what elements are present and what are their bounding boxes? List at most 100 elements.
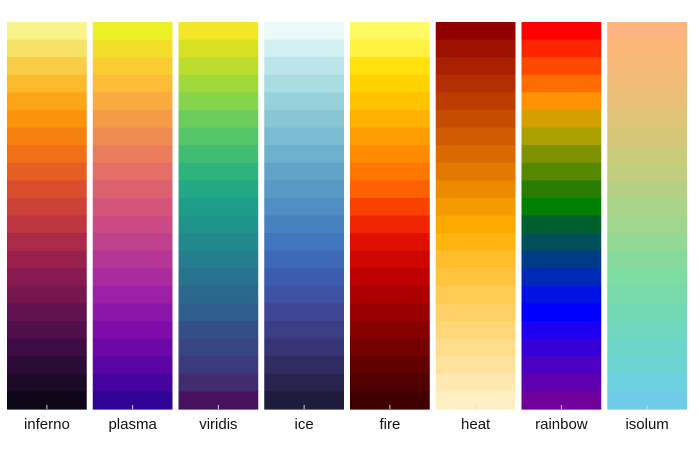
- palette-swatch: [92, 39, 173, 58]
- palette-swatch: [435, 39, 516, 58]
- palette-swatch: [92, 145, 173, 164]
- palette-swatch: [435, 321, 516, 340]
- palette-swatch: [350, 127, 430, 146]
- palette-swatch: [607, 22, 687, 41]
- palette-swatch: [92, 268, 173, 287]
- palette-swatch: [264, 338, 344, 357]
- palette-swatch: [521, 162, 602, 181]
- palette-swatch: [350, 250, 430, 269]
- palette-swatch: [350, 215, 430, 234]
- palette-swatch: [521, 356, 602, 375]
- palette-swatch: [92, 92, 173, 111]
- palette-swatch: [178, 250, 259, 269]
- x-tick-label: rainbow: [535, 416, 588, 433]
- palette-swatch: [264, 22, 344, 41]
- palette-swatch: [92, 197, 173, 217]
- palette-swatch: [92, 285, 173, 305]
- palette-swatch: [350, 74, 430, 93]
- palette-swatch: [92, 303, 173, 322]
- palette-swatch: [350, 338, 430, 357]
- palette-swatch: [92, 57, 173, 76]
- palette-fire: [350, 22, 430, 410]
- palette-swatch: [178, 180, 259, 199]
- palette-swatch: [350, 145, 430, 164]
- palette-swatch: [521, 109, 602, 129]
- palette-swatch: [350, 92, 430, 111]
- palette-swatch: [178, 268, 259, 287]
- palette-bars: [7, 22, 687, 410]
- palette-swatch: [350, 285, 430, 305]
- palette-swatch: [607, 321, 687, 340]
- palette-swatch: [435, 22, 516, 41]
- palette-swatch: [92, 127, 173, 146]
- palette-swatch: [264, 373, 344, 393]
- palette-swatch: [178, 233, 259, 252]
- palette-swatch: [264, 109, 344, 129]
- palette-swatch: [607, 39, 687, 58]
- palette-swatch: [178, 338, 259, 357]
- palette-ticks: [46, 405, 648, 409]
- palette-swatch: [7, 162, 87, 181]
- x-tick-label: isolum: [625, 416, 668, 433]
- palette-swatch: [178, 127, 259, 146]
- palette-swatch: [521, 268, 602, 287]
- palette-swatch: [264, 92, 344, 111]
- palette-swatch: [178, 356, 259, 375]
- palette-rainbow: [521, 22, 602, 410]
- palette-isolum: [607, 22, 687, 410]
- palette-swatch: [350, 321, 430, 340]
- palette-swatch: [92, 180, 173, 199]
- palette-swatch: [607, 391, 687, 410]
- palette-swatch: [92, 109, 173, 129]
- palette-swatch: [350, 197, 430, 217]
- palette-swatch: [178, 321, 259, 340]
- palette-swatch: [264, 215, 344, 234]
- palette-swatch: [264, 391, 344, 410]
- palette-swatch: [521, 215, 602, 234]
- palette-swatch: [7, 373, 87, 393]
- palette-swatch: [7, 57, 87, 76]
- palette-swatch: [607, 180, 687, 199]
- palette-swatch: [350, 391, 430, 410]
- palette-swatch: [521, 74, 602, 93]
- palette-swatch: [264, 197, 344, 217]
- palette-swatch: [264, 285, 344, 305]
- palette-swatch: [264, 268, 344, 287]
- palette-swatch: [435, 127, 516, 146]
- palette-swatch: [521, 92, 602, 111]
- palette-swatch: [521, 373, 602, 393]
- palette-swatch: [435, 356, 516, 375]
- palette-swatch: [7, 109, 87, 129]
- palette-swatch: [350, 303, 430, 322]
- palette-swatch: [435, 373, 516, 393]
- palette-swatch: [264, 145, 344, 164]
- palette-swatch: [178, 92, 259, 111]
- palette-swatch: [92, 321, 173, 340]
- palette-swatch: [264, 162, 344, 181]
- palette-swatch: [178, 285, 259, 305]
- palette-swatch: [521, 321, 602, 340]
- palette-swatch: [607, 92, 687, 111]
- palette-swatch: [264, 356, 344, 375]
- palette-swatch: [92, 162, 173, 181]
- palette-heat: [435, 22, 516, 410]
- palette-swatch: [521, 57, 602, 76]
- palette-swatch: [435, 145, 516, 164]
- palette-swatch: [350, 162, 430, 181]
- palette-swatch: [435, 285, 516, 305]
- palette-swatch: [178, 215, 259, 234]
- palette-swatch: [92, 391, 173, 410]
- palette-swatch: [178, 303, 259, 322]
- palette-swatch: [7, 39, 87, 58]
- palette-swatch: [92, 338, 173, 357]
- palette-swatch: [178, 39, 259, 58]
- palette-swatch: [178, 373, 259, 393]
- palette-swatch: [350, 180, 430, 199]
- x-tick-label: viridis: [199, 416, 237, 433]
- palette-swatch: [521, 233, 602, 252]
- palette-swatch: [350, 22, 430, 41]
- palette-swatch: [521, 197, 602, 217]
- palette-plasma: [92, 22, 173, 410]
- palette-swatch: [607, 74, 687, 93]
